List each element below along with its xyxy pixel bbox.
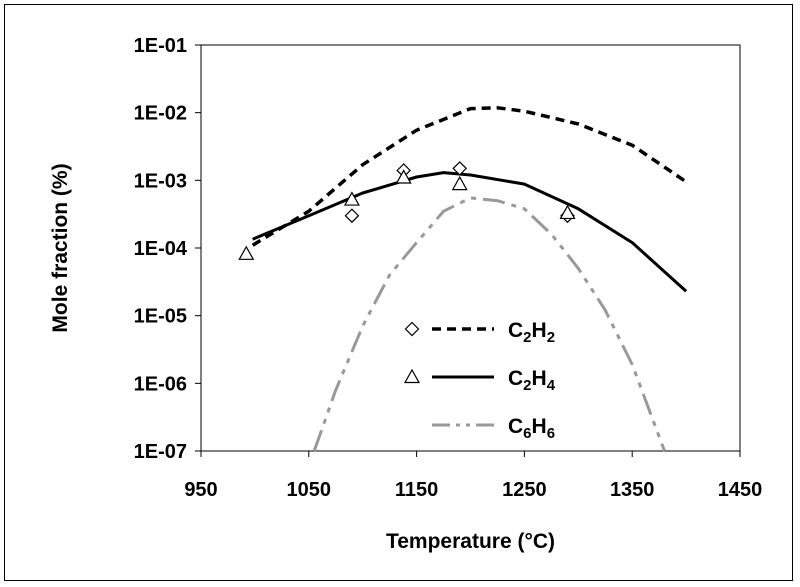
- y-axis-title: Mole fraction (%): [49, 163, 72, 332]
- y-tick-label: 1E-06: [134, 373, 187, 395]
- data-point-c2h4: [343, 191, 360, 206]
- y-tick-label: 1E-04: [134, 238, 188, 260]
- x-tick-label: 1250: [502, 479, 547, 501]
- series-markers: [238, 161, 576, 260]
- x-tick-label: 1350: [610, 479, 655, 501]
- legend: C2H2 C2H4 C6H6: [403, 319, 556, 442]
- x-tick-label: 1050: [287, 479, 332, 501]
- y-axis: 1E-01 1E-02 1E-03 1E-04 1E-05 1E-06 1E-07: [134, 35, 201, 463]
- legend-entry-c2h2: C2H2: [404, 319, 555, 346]
- x-tick-label: 1450: [718, 479, 763, 501]
- y-tick-label: 1E-02: [134, 103, 187, 125]
- y-tick-label: 1E-07: [134, 441, 187, 463]
- legend-marker-c2h2: [404, 321, 420, 337]
- legend-label-c6h6: C6H6: [508, 415, 555, 442]
- legend-label-c2h2: C2H2: [508, 319, 555, 346]
- data-point-c2h4: [451, 175, 468, 191]
- x-tick-label: 950: [184, 479, 217, 501]
- legend-marker-c2h4: [403, 368, 421, 384]
- y-tick-label: 1E-03: [134, 170, 187, 192]
- legend-entry-c2h4: C2H4: [403, 367, 556, 394]
- x-axis: 950 1050 1150 1250 1350 1450: [184, 451, 762, 501]
- legend-label-c2h4: C2H4: [508, 367, 556, 394]
- data-point-c2h2: [452, 161, 468, 176]
- legend-entry-c6h6: C6H6: [432, 415, 555, 442]
- series-line-c2h2: [251, 106, 688, 247]
- plot-area: [200, 44, 741, 452]
- data-point-c2h4: [238, 245, 255, 260]
- series-line-c2h4: [252, 171, 688, 293]
- series-lines: [251, 106, 688, 452]
- series-line-c6h6: [312, 196, 666, 452]
- data-point-c2h4: [559, 204, 576, 220]
- chart-frame: [4, 4, 793, 581]
- y-tick-label: 1E-01: [134, 35, 187, 57]
- data-point-c2h2: [344, 208, 360, 224]
- x-axis-title: Temperature (°C): [386, 530, 555, 553]
- y-tick-label: 1E-05: [134, 306, 187, 328]
- x-tick-label: 1150: [395, 479, 438, 501]
- data-point-c2h4: [395, 169, 412, 184]
